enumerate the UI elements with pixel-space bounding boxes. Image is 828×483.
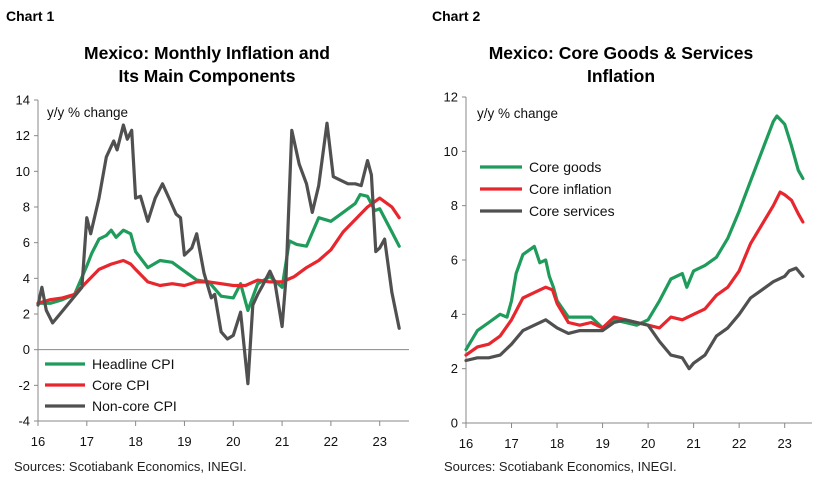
- chart-1-series-line-non-core-cpi: [36, 121, 401, 386]
- chart-2-x-tick-label: 23: [777, 436, 791, 451]
- chart-1-y-tick-label: 0: [23, 342, 30, 357]
- chart-2-title-line1: Mexico: Core Goods & Services: [488, 43, 754, 63]
- chart-1-x-tick-label: 22: [324, 434, 338, 449]
- chart-2-y-tick-label: 6: [451, 253, 458, 268]
- chart-2-x-tick-label: 21: [686, 436, 700, 451]
- chart-1-legend-label-headline-cpi: Headline CPI: [92, 356, 175, 372]
- chart-2-panel: Chart 2 Mexico: Core Goods & Services In…: [414, 0, 828, 483]
- chart-1-y-tick-label: -4: [18, 414, 30, 429]
- chart-1-legend-label-non-core-cpi: Non-core CPI: [92, 398, 177, 414]
- chart-2-series-line-core-goods: [464, 114, 805, 352]
- chart-2-y-tick-label: 8: [451, 198, 458, 213]
- chart-2-legend-label-core-goods: Core goods: [529, 159, 601, 175]
- chart-2-legend-label-core-services: Core services: [529, 203, 615, 219]
- chart-1-y-tick-label: 14: [16, 93, 30, 108]
- chart-2-plot: 0 2 4 6 8 10 12 16 17 18 19 20 21 22 23 y/y % change Cor…: [444, 90, 812, 451]
- chart-2-x-tick-label: 19: [595, 436, 609, 451]
- chart-1-x-tick-label: 19: [177, 434, 191, 449]
- chart-1-x-tick-label: 18: [128, 434, 142, 449]
- chart-2-x-tick-label: 17: [504, 436, 518, 451]
- chart-2-x-tick-label: 20: [641, 436, 655, 451]
- chart-1-legend-label-core-cpi: Core CPI: [92, 377, 150, 393]
- chart-1-panel: Chart 1 Mexico: Monthly Inflation and It…: [6, 8, 409, 474]
- chart-1-title-line2: Its Main Components: [118, 66, 296, 86]
- chart-1-series-line-core-cpi: [36, 196, 401, 305]
- chart-2-x-tick-label: 16: [459, 436, 473, 451]
- chart-1-source: Sources: Scotiabank Economics, INEGI.: [14, 459, 247, 474]
- chart-1-x-tick-label: 16: [31, 434, 45, 449]
- chart-1-y-tick-label: 8: [23, 200, 30, 215]
- chart-2-label: Chart 2: [432, 8, 481, 24]
- chart-1-title-line1: Mexico: Monthly Inflation and: [84, 43, 330, 63]
- chart-1-plot: -4 -2 0 2 4 6 8 10 12 14 16 17 18 19 20 21 22 23 y/y % cha…: [16, 93, 409, 449]
- chart-1-x-tick-label: 23: [372, 434, 386, 449]
- chart-1-x-tick-label: 21: [275, 434, 289, 449]
- chart-1-y-tick-label: 10: [16, 164, 30, 179]
- chart-2-y-tick-label: 2: [451, 361, 458, 376]
- chart-2-legend-label-core-inflation: Core inflation: [529, 181, 612, 197]
- chart-1-x-tick-label: 20: [226, 434, 240, 449]
- chart-2-y-axis-label: y/y % change: [477, 106, 558, 121]
- chart-1-series-line-headline-cpi: [36, 192, 401, 312]
- chart-1-y-tick-label: -2: [18, 378, 30, 393]
- chart-2-y-tick-label: 10: [444, 144, 458, 159]
- chart-1-y-tick-label: 12: [16, 128, 30, 143]
- chart-2-y-tick-label: 0: [451, 416, 458, 431]
- chart-2-y-tick-label: 12: [444, 90, 458, 105]
- chart-1-label: Chart 1: [6, 8, 55, 24]
- chart-2-x-tick-label: 22: [732, 436, 746, 451]
- chart-1-y-axis-label: y/y % change: [47, 105, 128, 120]
- chart-1-y-tick-label: 6: [23, 235, 30, 250]
- chart-2-title-line2: Inflation: [586, 66, 656, 86]
- chart-1-y-tick-label: 4: [23, 271, 30, 286]
- chart-1-x-tick-label: 17: [80, 434, 94, 449]
- chart-1-y-tick-label: 2: [23, 307, 30, 322]
- chart-2-series-line-core-services: [464, 266, 805, 371]
- chart-2-x-tick-label: 18: [550, 436, 564, 451]
- chart-2-y-tick-label: 4: [451, 307, 458, 322]
- chart-2-source: Sources: Scotiabank Economics, INEGI.: [444, 459, 677, 474]
